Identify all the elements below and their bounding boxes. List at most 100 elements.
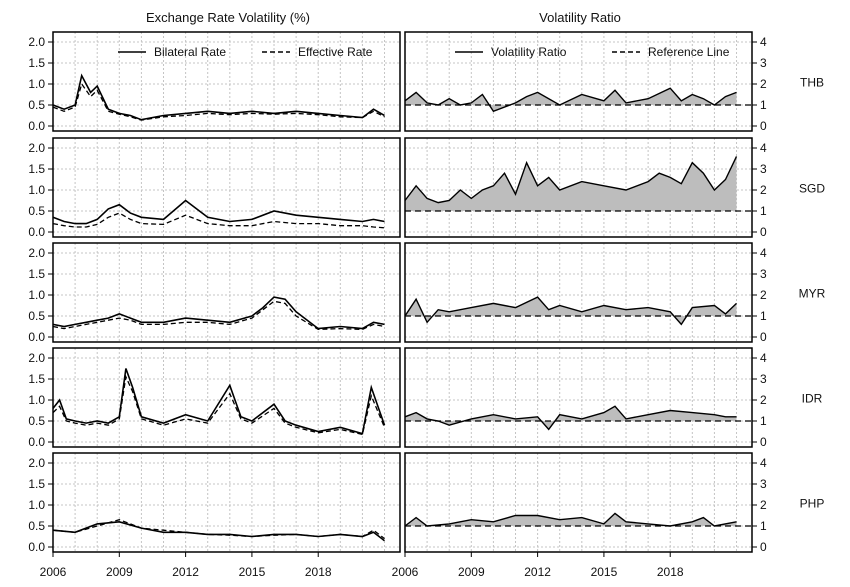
x-tick-label: 2006 bbox=[392, 565, 419, 579]
panel-left-sgd: 0.0 0.5 1.0 1.5 2.0 bbox=[28, 137, 401, 239]
panel-left-myr: 0.0 0.5 1.0 1.5 2.0 bbox=[28, 242, 401, 344]
panel-right-php: 0 1 2 3 4 PHP 2006 2009 2012 2015 2018 bbox=[392, 452, 825, 579]
y-tick-label: 0.0 bbox=[28, 435, 45, 449]
y-tick-label: 3 bbox=[760, 477, 767, 491]
y-tick-label: 1 bbox=[760, 204, 767, 218]
y-tick-label: 0.5 bbox=[28, 98, 45, 112]
effective-rate-line bbox=[52, 300, 385, 331]
y-tick-label: 0 bbox=[760, 119, 767, 133]
x-tick-label: 2018 bbox=[657, 565, 684, 579]
y-tick-label: 4 bbox=[760, 35, 767, 49]
panel-right-sgd: 0 1 2 3 4 SGD bbox=[404, 137, 825, 239]
y-tick-label: 0 bbox=[760, 540, 767, 554]
y-tick-label: 2.0 bbox=[28, 351, 45, 365]
y-tick-label: 2.0 bbox=[28, 246, 45, 260]
y-tick-label: 0 bbox=[760, 225, 767, 239]
y-tick-label: 1 bbox=[760, 309, 767, 323]
volatility-ratio-line bbox=[404, 296, 737, 326]
panel-left-thb: 0.0 0.5 1.0 1.5 2.0 Bilateral Rate Effective R… bbox=[28, 31, 401, 133]
y-tick-label: 1.0 bbox=[28, 498, 45, 512]
left-chart-title: Exchange Rate Volatility (%) bbox=[146, 10, 310, 25]
currency-label: MYR bbox=[799, 287, 826, 301]
y-tick-label: 1.0 bbox=[28, 288, 45, 302]
x-tick-label: 2009 bbox=[458, 565, 485, 579]
y-tick-label: 2.0 bbox=[28, 456, 45, 470]
y-tick-label: 4 bbox=[760, 141, 767, 155]
y-tick-label: 0.0 bbox=[28, 225, 45, 239]
bilateral-rate-line bbox=[52, 296, 385, 330]
volatility-ratio-line bbox=[404, 405, 737, 431]
ratio-area-fill bbox=[405, 156, 737, 211]
legend-label: Reference Line bbox=[648, 45, 730, 59]
y-tick-label: 1 bbox=[760, 98, 767, 112]
y-tick-label: 0.0 bbox=[28, 330, 45, 344]
legend-right: Volatility Ratio Reference Line bbox=[455, 45, 730, 59]
volatility-ratio-line bbox=[404, 156, 738, 204]
y-tick-label: 0.0 bbox=[28, 119, 45, 133]
y-tick-label: 0.5 bbox=[28, 414, 45, 428]
panel-frame bbox=[404, 31, 753, 132]
bilateral-rate-line bbox=[52, 73, 385, 121]
ratio-area-fill bbox=[405, 406, 737, 430]
currency-label: SGD bbox=[799, 182, 825, 196]
bilateral-rate-line bbox=[52, 199, 385, 225]
y-tick-label: 4 bbox=[760, 456, 767, 470]
panel-frame bbox=[52, 347, 401, 448]
x-tick-label: 2015 bbox=[239, 565, 266, 579]
y-tick-label: 4 bbox=[760, 351, 767, 365]
y-tick-label: 1.0 bbox=[28, 77, 45, 91]
effective-rate-line bbox=[52, 519, 385, 540]
currency-label: PHP bbox=[800, 497, 825, 511]
volatility-ratio-line bbox=[404, 87, 737, 113]
right-chart-title: Volatility Ratio bbox=[539, 10, 621, 25]
ratio-area-fill bbox=[405, 297, 737, 325]
y-tick-label: 1 bbox=[760, 414, 767, 428]
y-tick-label: 4 bbox=[760, 246, 767, 260]
currency-label: IDR bbox=[802, 392, 823, 406]
legend-label: Bilateral Rate bbox=[154, 45, 226, 59]
y-tick-label: 2 bbox=[760, 393, 767, 407]
x-tick-label: 2012 bbox=[172, 565, 199, 579]
y-tick-label: 3 bbox=[760, 267, 767, 281]
panel-frame bbox=[404, 242, 753, 343]
panel-frame bbox=[52, 137, 401, 238]
bilateral-rate-line bbox=[52, 368, 386, 435]
y-tick-label: 0.0 bbox=[28, 540, 45, 554]
effective-rate-line bbox=[52, 212, 385, 229]
effective-rate-line bbox=[52, 374, 386, 436]
panel-frame bbox=[52, 31, 401, 132]
x-tick-label: 2009 bbox=[106, 565, 133, 579]
panel-right-myr: 0 1 2 3 4 MYR bbox=[404, 242, 826, 344]
y-tick-label: 3 bbox=[760, 162, 767, 176]
panel-frame bbox=[404, 347, 753, 448]
y-tick-label: 2 bbox=[760, 498, 767, 512]
y-tick-label: 2.0 bbox=[28, 35, 45, 49]
legend-left: Bilateral Rate Effective Rate bbox=[118, 45, 373, 59]
y-tick-label: 2 bbox=[760, 183, 767, 197]
panel-frame bbox=[52, 452, 401, 553]
y-tick-label: 3 bbox=[760, 372, 767, 386]
x-tick-label: 2015 bbox=[591, 565, 618, 579]
panel-frame bbox=[404, 452, 753, 553]
panel-frame bbox=[52, 242, 401, 343]
volatility-ratio-line bbox=[404, 512, 737, 527]
effective-rate-line bbox=[52, 82, 385, 121]
y-tick-label: 1.0 bbox=[28, 393, 45, 407]
y-tick-label: 1.0 bbox=[28, 183, 45, 197]
y-tick-label: 1 bbox=[760, 519, 767, 533]
ratio-area-fill bbox=[405, 513, 737, 526]
y-tick-label: 2 bbox=[760, 288, 767, 302]
y-tick-label: 1.5 bbox=[28, 267, 45, 281]
y-tick-label: 1.5 bbox=[28, 372, 45, 386]
x-tick-label: 2012 bbox=[524, 565, 551, 579]
y-tick-label: 1.5 bbox=[28, 56, 45, 70]
x-tick-label: 2018 bbox=[305, 565, 332, 579]
legend-label: Volatility Ratio bbox=[491, 45, 567, 59]
currency-label: THB bbox=[800, 76, 824, 90]
y-tick-label: 0.5 bbox=[28, 309, 45, 323]
y-tick-label: 2.0 bbox=[28, 141, 45, 155]
y-tick-label: 0.5 bbox=[28, 204, 45, 218]
y-tick-label: 0 bbox=[760, 330, 767, 344]
y-tick-label: 3 bbox=[760, 56, 767, 70]
